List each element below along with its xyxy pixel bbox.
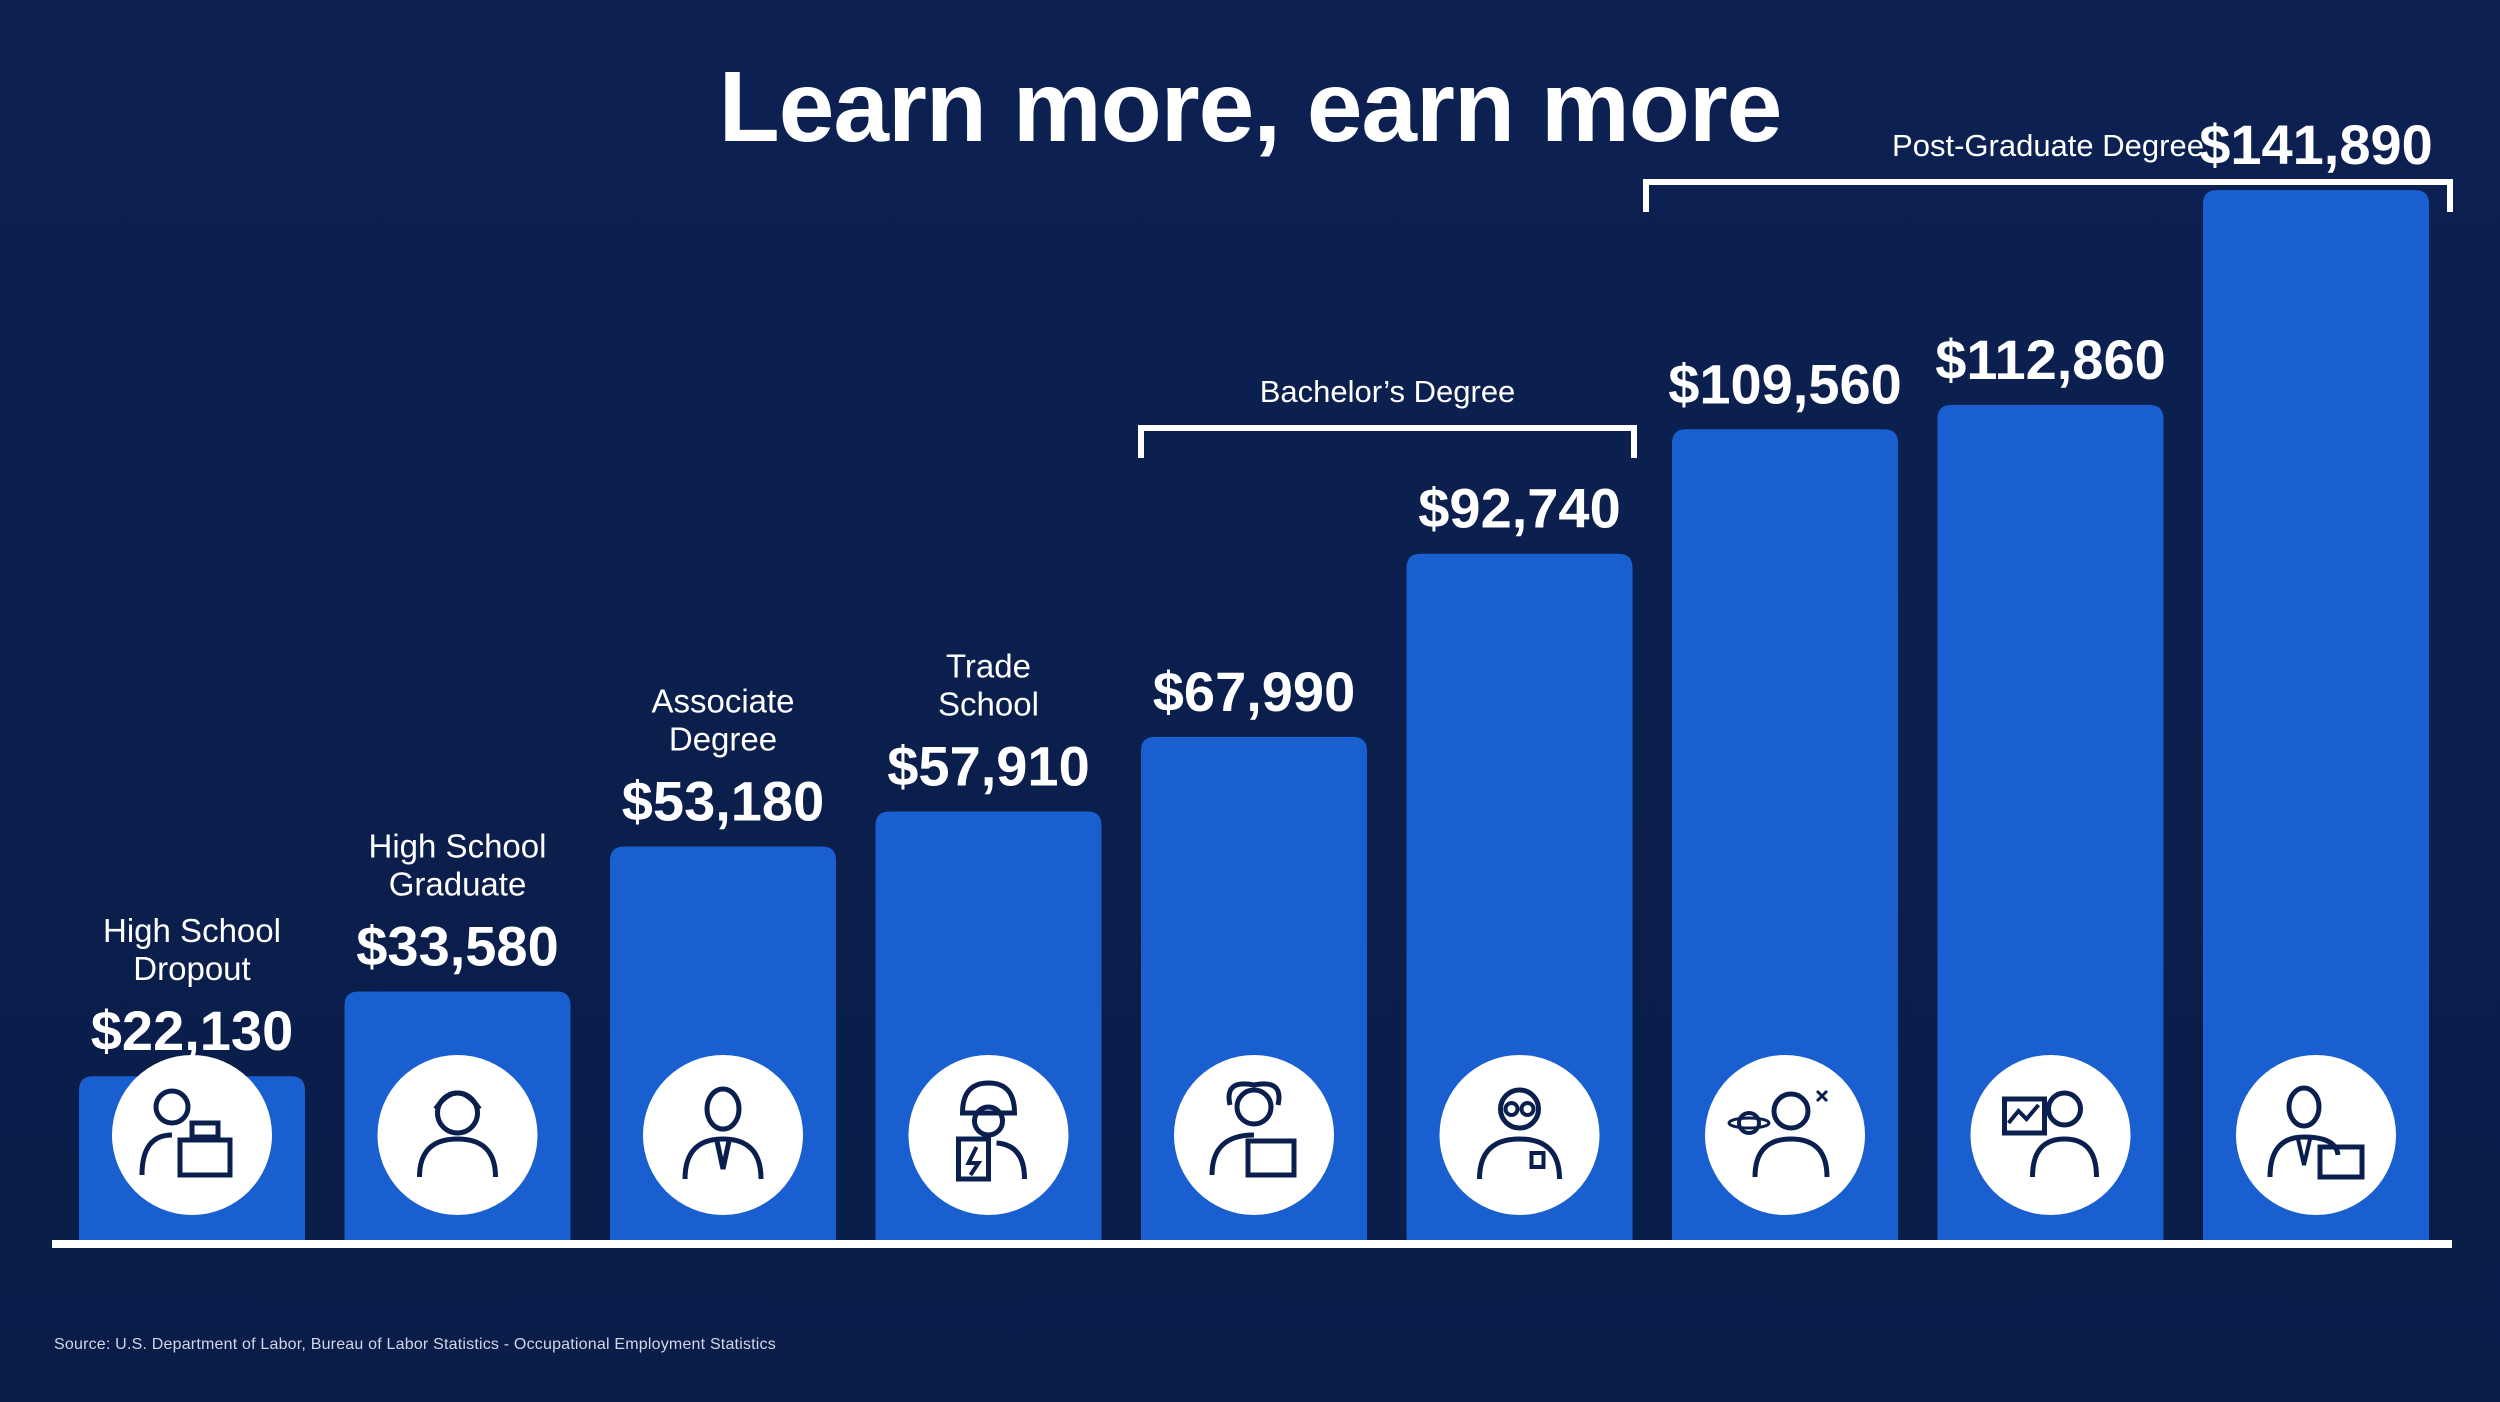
- value-label-6: $109,560: [1668, 352, 1902, 415]
- category-label-0-0: High School: [103, 912, 281, 949]
- bar-8: [2203, 190, 2429, 1240]
- value-label-0: $22,130: [91, 999, 293, 1062]
- electrician-icon: [908, 1055, 1069, 1215]
- executive-icon: [2236, 1055, 2396, 1215]
- bar-6: [1672, 429, 1898, 1241]
- group-bracket-1: [1643, 179, 2453, 212]
- bar-5: [1406, 553, 1633, 1240]
- value-label-7: $112,860: [1935, 328, 2165, 391]
- value-label-8: $141,890: [2199, 113, 2433, 176]
- group-bracket-0: [1138, 425, 1637, 458]
- chart-title: Learn more, earn more: [718, 51, 1783, 163]
- category-label-3-0: Trade: [946, 647, 1031, 684]
- cashier-icon: [112, 1055, 272, 1215]
- businessman-icon: [643, 1055, 803, 1215]
- chart-baseline: [52, 1240, 2452, 1248]
- value-label-5: $92,740: [1418, 477, 1620, 540]
- group-label-1: Post-Graduate Degree: [1892, 128, 2204, 163]
- astronomer-icon: [1705, 1055, 1865, 1215]
- category-label-1-1: Graduate: [389, 866, 527, 903]
- scientist-icon: [1439, 1055, 1600, 1215]
- source-note: Source: U.S. Department of Labor, Bureau…: [54, 1336, 776, 1353]
- category-label-3-1: School: [938, 685, 1039, 722]
- analyst-icon: [1970, 1055, 2131, 1215]
- category-label-2-1: Degree: [669, 720, 777, 757]
- call-center-icon: [377, 1055, 538, 1215]
- bar-7: [1937, 404, 2164, 1240]
- value-label-2: $53,180: [622, 769, 824, 832]
- category-label-1-0: High School: [369, 828, 547, 865]
- category-label-0-1: Dropout: [133, 950, 250, 987]
- category-label-2-0: Associate: [651, 682, 794, 719]
- value-label-1: $33,580: [356, 915, 558, 978]
- office-worker-icon: [1174, 1055, 1334, 1215]
- value-label-4: $67,990: [1153, 660, 1355, 723]
- value-label-3: $57,910: [887, 734, 1089, 797]
- group-label-0: Bachelor’s Degree: [1260, 374, 1516, 409]
